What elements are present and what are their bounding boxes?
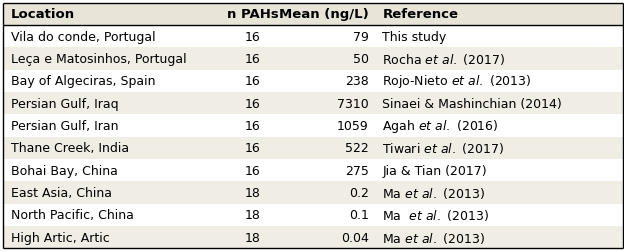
Text: Reference: Reference <box>383 8 459 21</box>
Text: 275: 275 <box>345 164 369 177</box>
Text: Location: Location <box>11 8 75 21</box>
Text: Bohai Bay, China: Bohai Bay, China <box>11 164 117 177</box>
Text: 16: 16 <box>245 53 260 66</box>
Bar <box>3 93 623 115</box>
Text: High Artic, Artic: High Artic, Artic <box>11 231 109 244</box>
Text: n PAHs: n PAHs <box>227 8 278 21</box>
Text: 16: 16 <box>245 142 260 155</box>
Text: Persian Gulf, Iraq: Persian Gulf, Iraq <box>11 97 118 110</box>
Text: This study: This study <box>383 31 447 44</box>
Bar <box>3 137 623 159</box>
Text: Vila do conde, Portugal: Vila do conde, Portugal <box>11 31 155 44</box>
Text: Bay of Algeciras, Spain: Bay of Algeciras, Spain <box>11 75 155 88</box>
Text: Sinaei & Mashinchian (2014): Sinaei & Mashinchian (2014) <box>383 97 562 110</box>
Text: 0.2: 0.2 <box>349 186 369 199</box>
Text: 16: 16 <box>245 97 260 110</box>
Text: 18: 18 <box>245 231 260 244</box>
Text: Tiwari $\it{et\ al.}$ (2017): Tiwari $\it{et\ al.}$ (2017) <box>383 141 505 156</box>
Bar <box>3 181 623 204</box>
Text: 7310: 7310 <box>337 97 369 110</box>
Text: Jia & Tian (2017): Jia & Tian (2017) <box>383 164 487 177</box>
Bar <box>3 48 623 71</box>
Bar <box>3 204 623 226</box>
Text: 1059: 1059 <box>337 119 369 133</box>
Text: Rocha $\it{et\ al.}$ (2017): Rocha $\it{et\ al.}$ (2017) <box>383 52 506 67</box>
Bar <box>3 71 623 93</box>
Text: Persian Gulf, Iran: Persian Gulf, Iran <box>11 119 118 133</box>
Bar <box>3 159 623 181</box>
Text: 0.04: 0.04 <box>341 231 369 244</box>
Text: Ma $\it{et\ al.}$ (2013): Ma $\it{et\ al.}$ (2013) <box>383 230 485 245</box>
Text: Agah $\it{et\ al.}$ (2016): Agah $\it{et\ al.}$ (2016) <box>383 117 499 135</box>
Text: North Pacific, China: North Pacific, China <box>11 208 134 221</box>
Bar <box>3 226 623 248</box>
Text: Thane Creek, India: Thane Creek, India <box>11 142 129 155</box>
Bar <box>3 4 623 26</box>
Bar <box>3 26 623 48</box>
Text: Ma $\it{et\ al.}$ (2013): Ma $\it{et\ al.}$ (2013) <box>383 185 485 200</box>
Text: 522: 522 <box>345 142 369 155</box>
Text: Mean (ng/L): Mean (ng/L) <box>279 8 369 21</box>
Text: Leça e Matosinhos, Portugal: Leça e Matosinhos, Portugal <box>11 53 186 66</box>
Text: Rojo-Nieto $\it{et\ al.}$ (2013): Rojo-Nieto $\it{et\ al.}$ (2013) <box>383 73 532 90</box>
Bar <box>3 115 623 137</box>
Text: 16: 16 <box>245 31 260 44</box>
Text: 18: 18 <box>245 208 260 221</box>
Text: 18: 18 <box>245 186 260 199</box>
Text: 0.1: 0.1 <box>349 208 369 221</box>
Text: 79: 79 <box>353 31 369 44</box>
Text: Ma  $\it{et\ al.}$ (2013): Ma $\it{et\ al.}$ (2013) <box>383 207 489 222</box>
Text: 238: 238 <box>345 75 369 88</box>
Text: 16: 16 <box>245 119 260 133</box>
Text: East Asia, China: East Asia, China <box>11 186 112 199</box>
Text: 16: 16 <box>245 75 260 88</box>
Text: 16: 16 <box>245 164 260 177</box>
Text: 50: 50 <box>353 53 369 66</box>
